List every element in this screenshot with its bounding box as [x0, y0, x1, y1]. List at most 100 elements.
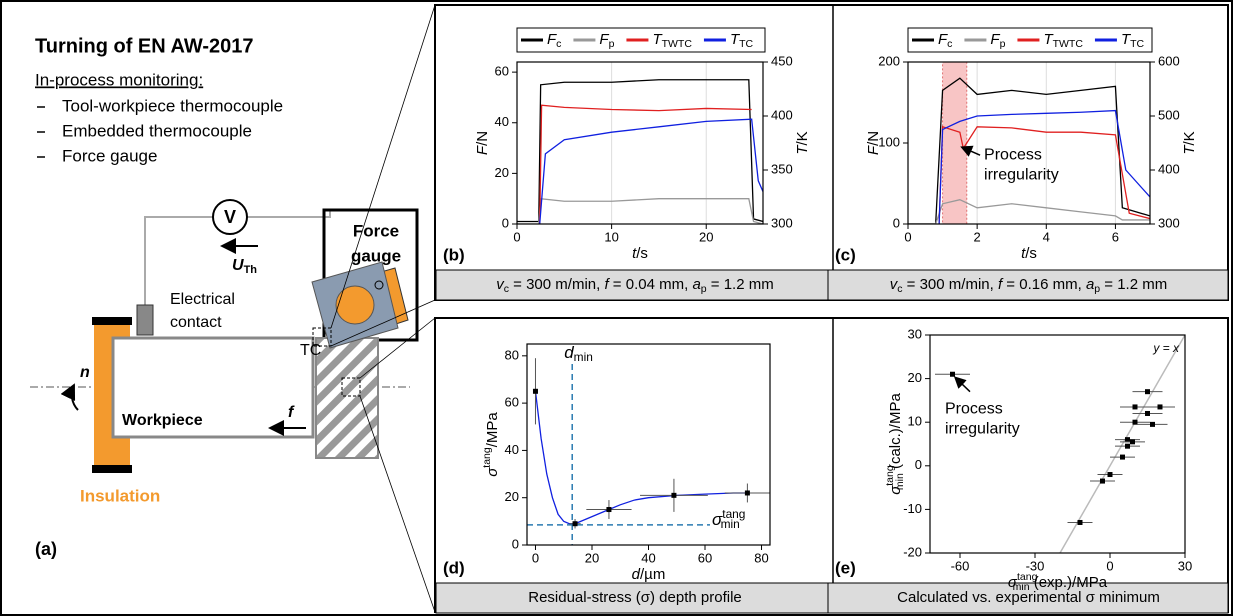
data-point	[1100, 478, 1105, 484]
annotation-arrow	[953, 376, 971, 393]
annotation: Process	[984, 146, 1042, 163]
electrical-contact	[136, 304, 154, 336]
caption: vc = 300 m/min, f = 0.16 mm, ap = 1.2 mm	[890, 276, 1167, 295]
caption-part: = 0.04 mm,	[609, 276, 693, 293]
y-axis-label-part: tang	[481, 447, 493, 468]
y-tick-label: -20	[903, 544, 922, 559]
x-axis-label-part: /s	[636, 245, 648, 262]
y-axis-label: σtang/MPa	[481, 412, 501, 477]
legend-label-part: TWTC	[662, 38, 693, 50]
y2-axis-label: T/K	[794, 131, 811, 154]
y-axis-label-part: σ	[484, 467, 501, 477]
panel-label: (e)	[835, 558, 856, 577]
data-point	[572, 521, 578, 527]
x-tick-label: -30	[1026, 558, 1045, 573]
plot-frame	[516, 61, 764, 225]
d-min-label-part: d	[564, 343, 574, 362]
y-tick-label: 200	[878, 53, 900, 68]
panel-a: Turning of EN AW-2017 In-process monitor…	[30, 4, 436, 613]
plot-frame	[907, 61, 1151, 225]
legend-label-part: T	[1043, 31, 1054, 48]
d-min-label: dmin	[564, 343, 593, 364]
x-tick-label: 0	[513, 229, 520, 244]
x-axis-label-part: /µm	[640, 566, 665, 583]
x-axis-label-part: d	[632, 566, 641, 583]
data-point	[1132, 404, 1138, 410]
y-tick-label: 0	[893, 215, 900, 230]
legend-label: Fc	[938, 31, 952, 50]
annotation: Process	[945, 400, 1003, 417]
y-tick-label: 100	[878, 134, 900, 149]
panel-title: Turning of EN AW-2017	[35, 35, 254, 57]
y2-tick-label: 500	[1158, 107, 1180, 122]
caption-part: f	[998, 276, 1004, 293]
y-axis-label-part: /MPa	[484, 412, 501, 448]
y-axis-label-part: min	[894, 473, 906, 490]
data-point	[671, 492, 677, 498]
y2-axis-label: T/K	[1181, 131, 1198, 154]
caption-strip	[435, 582, 834, 614]
tool-holder	[315, 337, 379, 459]
contact-label: contact	[170, 314, 222, 331]
y-tick-label: 10	[908, 414, 922, 429]
sigma-min-label: σtang min	[712, 507, 745, 531]
feed-label: f	[288, 404, 295, 421]
insert-mark	[374, 280, 384, 290]
list-item: Tool-workpiece thermocouple	[62, 96, 283, 115]
section-box	[341, 377, 361, 397]
x-axis-label: d/µm	[632, 566, 666, 583]
series-line	[517, 197, 763, 224]
x-tick-label: 6	[1112, 229, 1119, 244]
data-point	[1150, 421, 1155, 427]
list-item: Embedded thermocouple	[62, 121, 252, 140]
data-point	[1145, 410, 1150, 416]
caption: Residual-stress (σ) depth profile	[528, 589, 742, 606]
y-tick-label: 80	[505, 347, 519, 362]
caption-part: = 300 m/min,	[509, 276, 604, 293]
x-tick-label: -60	[951, 558, 970, 573]
panel-label: (b)	[443, 245, 465, 264]
x-axis-label-part: (exp.)/MPa	[1030, 574, 1108, 591]
x-axis-label: t/s	[1021, 245, 1037, 262]
x-tick-label: 30	[1178, 558, 1192, 573]
y-tick-label: 40	[505, 442, 519, 457]
legend-label-part: TC	[739, 38, 753, 50]
list-item: Force gauge	[62, 146, 157, 165]
legend-label-part: T	[730, 31, 741, 48]
sigma-min-label-part: tang	[722, 507, 745, 521]
x-axis-label: σtang min (exp.)/MPa	[1008, 571, 1108, 593]
legend-label-part: TC	[1130, 38, 1144, 50]
rotation-label: n	[80, 364, 90, 381]
y2-axis-label-part: T	[794, 144, 811, 155]
data-point	[1107, 472, 1113, 478]
data-point	[1125, 443, 1130, 449]
x-tick-label: 20	[585, 550, 599, 565]
data-point	[1130, 439, 1135, 445]
y-tick-label: 0	[915, 457, 922, 472]
legend-label: TTC	[1121, 31, 1145, 50]
caption-part: c	[504, 283, 509, 295]
series-line	[517, 79, 763, 223]
insulation-cap	[92, 465, 132, 473]
force-gauge-label: Force	[353, 221, 399, 240]
legend-label-part: p	[1000, 38, 1006, 50]
y-tick-label: 40	[495, 114, 509, 129]
data-point	[1125, 437, 1130, 443]
caption-part: a	[1086, 276, 1094, 293]
x-tick-label: 4	[1043, 229, 1050, 244]
tc-box	[312, 327, 332, 347]
x-axis-label-part: tang	[1017, 571, 1038, 583]
zoom-line	[330, 4, 436, 329]
y2-axis-label-part: T	[1181, 144, 1198, 155]
legend-label: TTC	[730, 31, 754, 50]
y-axis-label-part: F	[865, 145, 882, 155]
x-tick-label: 0	[904, 229, 911, 244]
y2-tick-label: 400	[771, 107, 793, 122]
d-min-label-part: min	[574, 350, 593, 364]
data-point	[950, 371, 955, 377]
legend-label: Fp	[599, 31, 614, 50]
legend-label: Fc	[547, 31, 561, 50]
y2-axis-label-part: /K	[1181, 131, 1198, 145]
y2-axis-label-part: /K	[794, 131, 811, 145]
data-point	[1145, 389, 1150, 395]
